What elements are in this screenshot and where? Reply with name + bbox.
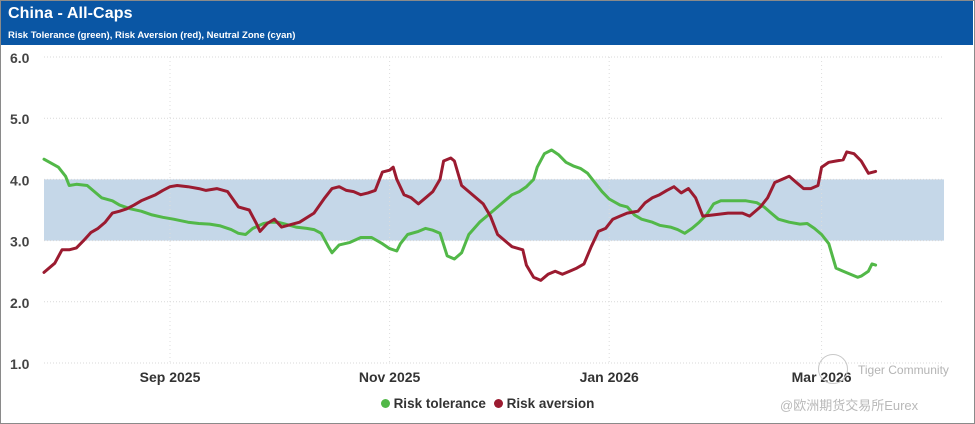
legend-label: Risk tolerance	[393, 396, 486, 411]
watermark-community: Tiger Community	[818, 354, 968, 384]
tiger-logo-icon	[818, 354, 848, 384]
watermark-author: @欧洲期货交易所Eurex	[780, 398, 919, 413]
y-tick-label: 6.0	[10, 50, 30, 66]
legend-item-risk-tolerance[interactable]: Risk tolerance	[380, 396, 486, 411]
legend-item-risk-aversion[interactable]: Risk aversion	[493, 396, 595, 411]
legend-marker-icon	[493, 399, 503, 408]
series-line-risk-tolerance	[42, 148, 878, 279]
legend-label: Risk aversion	[506, 396, 595, 411]
chart-legend: Risk tolerance Risk aversion	[0, 396, 975, 411]
chart-subtitle: Risk Tolerance (green), Risk Aversion (r…	[8, 30, 296, 41]
x-tick-label: Nov 2025	[359, 369, 421, 385]
chart-header: China - All-Caps Risk Tolerance (green),…	[1, 1, 973, 45]
y-tick-label: 1.0	[10, 356, 30, 372]
x-tick-label: Sep 2025	[140, 369, 201, 385]
gridlines	[44, 56, 944, 364]
x-tick-label: Jan 2026	[580, 369, 639, 385]
x-axis: Sep 2025 Nov 2025 Jan 2026 Mar 2026	[140, 369, 852, 385]
series-line-risk-aversion	[42, 150, 878, 282]
chart-title: China - All-Caps	[8, 5, 133, 22]
y-axis: 1.0 2.0 3.0 4.0 5.0 6.0	[10, 50, 30, 372]
watermark-community-text: Tiger Community	[858, 363, 949, 377]
y-tick-label: 3.0	[10, 234, 30, 250]
legend-marker-icon	[380, 399, 390, 408]
y-tick-label: 5.0	[10, 111, 30, 127]
y-tick-label: 4.0	[10, 172, 30, 188]
y-tick-label: 2.0	[10, 295, 30, 311]
